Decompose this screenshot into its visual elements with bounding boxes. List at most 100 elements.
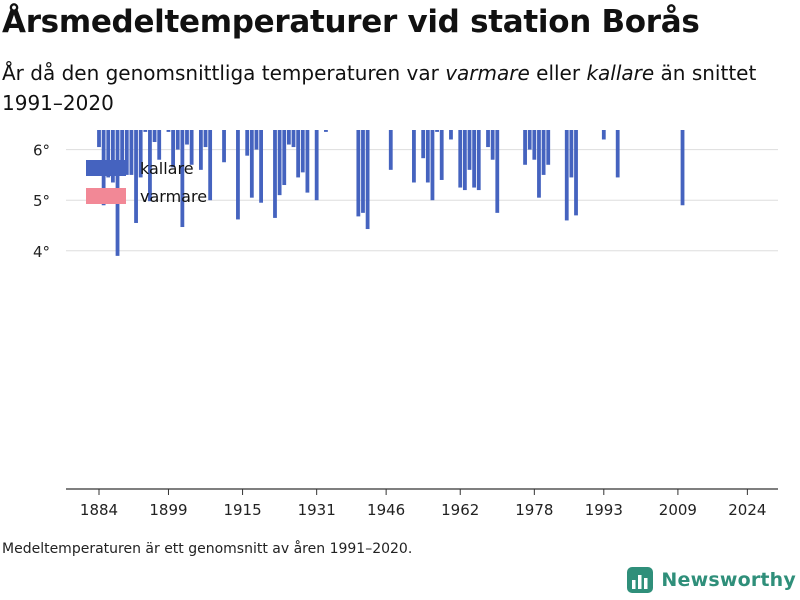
bar-colder xyxy=(189,130,194,165)
bar-colder xyxy=(222,130,226,163)
x-tick-label: 1946 xyxy=(367,501,405,519)
bar-colder xyxy=(277,130,282,196)
y-tick-label: 6° xyxy=(33,142,50,160)
subtitle-warmer-word: varmare xyxy=(445,61,530,85)
bar-colder xyxy=(412,130,416,183)
bar-colder xyxy=(472,130,477,188)
bar-colder xyxy=(138,130,143,178)
bar-colder xyxy=(180,130,185,228)
bar-colder xyxy=(143,130,148,132)
bar-colder xyxy=(449,130,453,140)
subtitle-text-1: År då den genomsnittliga temperaturen va… xyxy=(2,61,446,85)
legend-swatch-warmer xyxy=(86,188,126,204)
x-tick-label: 2009 xyxy=(659,501,697,519)
bar-colder xyxy=(106,130,111,178)
subtitle-text-3: än snittet 1991–2020 xyxy=(2,61,757,115)
x-tick-label: 1915 xyxy=(223,501,261,519)
bar-colder xyxy=(421,130,426,159)
bar-colder xyxy=(361,130,365,213)
bar-colder xyxy=(296,130,301,178)
bar-colder xyxy=(286,130,291,145)
x-tick-label: 1993 xyxy=(585,501,623,519)
brand-name: Newsworthy xyxy=(661,569,796,591)
y-tick-label: 5° xyxy=(33,192,50,210)
bar-colder xyxy=(249,130,254,198)
bar-colder xyxy=(476,130,481,191)
bar-colder xyxy=(152,130,157,143)
y-axis-ticks: 4°5°6°7°8°9°10° xyxy=(33,142,50,261)
bar-colder xyxy=(166,130,171,132)
bar-colder xyxy=(486,130,490,148)
bar-colder xyxy=(490,130,495,160)
bar-colder xyxy=(458,130,463,188)
bar-colder xyxy=(523,130,527,165)
bar-colder xyxy=(300,130,305,173)
bar-colder xyxy=(245,130,250,156)
bar-colder xyxy=(259,130,263,203)
bars xyxy=(97,130,685,256)
bar-colder xyxy=(254,130,259,150)
bar-colder xyxy=(175,130,180,150)
footnote: Medeltemperaturen är ett genomsnitt av å… xyxy=(2,541,413,557)
bar-colder xyxy=(680,130,685,206)
bar-colder xyxy=(324,130,328,132)
page-subtitle: År då den genomsnittliga temperaturen va… xyxy=(2,58,782,118)
bar-colder xyxy=(541,130,546,175)
temperature-bar-chart: 4°5°6°7°8°9°10° 188418991915193119461962… xyxy=(33,130,778,519)
bar-colder xyxy=(462,130,467,191)
bar-colder xyxy=(467,130,472,170)
bar-colder xyxy=(615,130,620,178)
legend-swatch-colder xyxy=(86,160,126,176)
bar-colder xyxy=(129,130,134,175)
bar-colder xyxy=(157,130,162,160)
bar-colder xyxy=(185,130,189,145)
bar-colder xyxy=(124,130,129,175)
bar-colder xyxy=(365,130,370,230)
bar-colder xyxy=(305,130,310,193)
x-tick-label: 2024 xyxy=(728,501,766,519)
bar-colder xyxy=(537,130,541,198)
bar-colder xyxy=(97,130,101,148)
bar-colder xyxy=(601,130,606,140)
bar-colder xyxy=(198,130,203,170)
bar-colder xyxy=(203,130,208,148)
legend: kallare varmare xyxy=(86,159,207,206)
bar-colder xyxy=(314,130,319,201)
bar-colder xyxy=(439,130,444,180)
x-tick-label: 1884 xyxy=(80,501,118,519)
x-axis-ticks: 1884 1899 1915 1931 1946 1962 1978 1993 2009 2024 xyxy=(80,489,766,519)
legend-label-colder: kallare xyxy=(140,159,194,178)
bar-colder xyxy=(148,130,152,202)
bar-colder xyxy=(282,130,287,186)
x-tick-label: 1931 xyxy=(298,501,336,519)
bar-colder xyxy=(388,130,393,170)
bar-colder xyxy=(527,130,532,150)
bar-colder xyxy=(546,130,551,165)
bar-colder xyxy=(236,130,240,220)
subtitle-colder-word: kallare xyxy=(586,61,655,85)
bar-colder xyxy=(110,130,115,183)
bar-colder xyxy=(208,130,213,201)
bar-colder xyxy=(356,130,361,217)
bar-colder xyxy=(171,130,175,168)
subtitle-text-2: eller xyxy=(529,61,587,85)
chart-logo-icon xyxy=(627,567,654,593)
y-tick-label: 4° xyxy=(33,243,50,261)
page-title: Årsmedeltemperaturer vid station Borås xyxy=(2,4,700,40)
bar-colder xyxy=(120,130,125,165)
x-tick-label: 1962 xyxy=(441,501,479,519)
bar-colder xyxy=(574,130,578,216)
bar-colder xyxy=(564,130,569,221)
x-tick-label: 1899 xyxy=(149,501,187,519)
bar-colder xyxy=(134,130,138,223)
bar-colder xyxy=(291,130,296,148)
bar-colder xyxy=(430,130,435,201)
bar-colder xyxy=(495,130,500,213)
bar-colder xyxy=(425,130,430,183)
bar-colder xyxy=(569,130,574,178)
bar-colder xyxy=(532,130,537,160)
bar-colder xyxy=(273,130,277,218)
bar-colder xyxy=(435,130,439,132)
x-tick-label: 1978 xyxy=(515,501,553,519)
brand: Newsworthy xyxy=(627,567,796,593)
